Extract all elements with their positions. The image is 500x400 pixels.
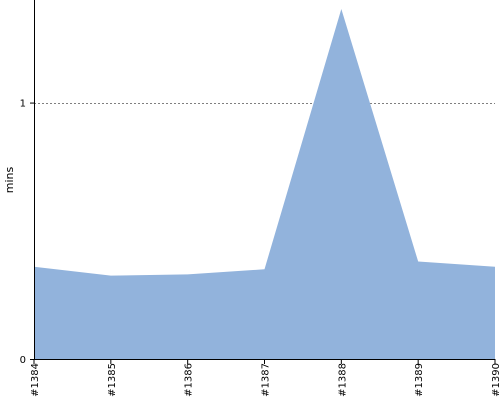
series-area — [34, 8, 495, 359]
y-ticks: 01 — [20, 99, 34, 366]
y-axis-label: mins — [3, 166, 16, 193]
x-tick-label: #1386 — [184, 363, 195, 397]
x-tick-label: #1387 — [261, 363, 272, 397]
x-tick-label: #1388 — [337, 363, 348, 397]
x-ticks: #1384 #1385 #1386 #1387 #1388 #1389 #1390 — [30, 359, 500, 397]
x-tick-label: #1384 — [30, 363, 41, 397]
y-tick-label: 0 — [20, 355, 26, 366]
x-tick-label: #1390 — [491, 363, 500, 397]
y-tick-label: 1 — [20, 99, 26, 110]
x-tick-label: #1385 — [107, 363, 118, 397]
x-tick-label: #1389 — [414, 363, 425, 397]
